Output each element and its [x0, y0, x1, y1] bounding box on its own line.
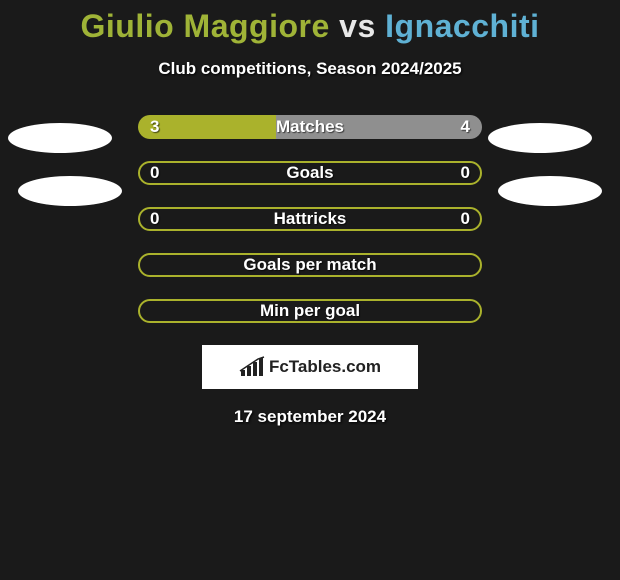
- stat-label: Goals: [138, 161, 482, 185]
- page-title: Giulio Maggiore vs Ignacchiti: [0, 0, 620, 45]
- attribution: FcTables.com: [202, 345, 418, 389]
- stat-row: Min per goal: [138, 299, 482, 323]
- stat-row: Goals0 0: [138, 161, 482, 185]
- team2-badge-row1: [488, 123, 592, 153]
- stat-label: Matches: [138, 115, 482, 139]
- vs-label: vs: [339, 8, 376, 44]
- subtitle: Club competitions, Season 2024/2025: [0, 59, 620, 79]
- player1-name: Giulio Maggiore: [80, 8, 329, 44]
- team2-badge-row2: [498, 176, 602, 206]
- stat-value-right: 0: [461, 161, 470, 185]
- stat-value-left: 3: [150, 115, 159, 139]
- date-label: 17 september 2024: [0, 407, 620, 427]
- stat-row: Hattricks0 0: [138, 207, 482, 231]
- bar-chart-icon: [239, 356, 265, 378]
- player2-name: Ignacchiti: [385, 8, 539, 44]
- stat-row: Goals per match: [138, 253, 482, 277]
- stat-label: Hattricks: [138, 207, 482, 231]
- stat-value-left: 0: [150, 207, 159, 231]
- team1-badge-row2: [18, 176, 122, 206]
- stat-label: Min per goal: [138, 299, 482, 323]
- stat-row: Matches3 4: [138, 115, 482, 139]
- team1-badge-row1: [8, 123, 112, 153]
- stat-value-right: 4: [461, 115, 470, 139]
- stat-label: Goals per match: [138, 253, 482, 277]
- attribution-text: FcTables.com: [269, 357, 381, 377]
- comparison-infographic: Giulio Maggiore vs Ignacchiti Club compe…: [0, 0, 620, 580]
- stat-value-right: 0: [461, 207, 470, 231]
- stat-value-left: 0: [150, 161, 159, 185]
